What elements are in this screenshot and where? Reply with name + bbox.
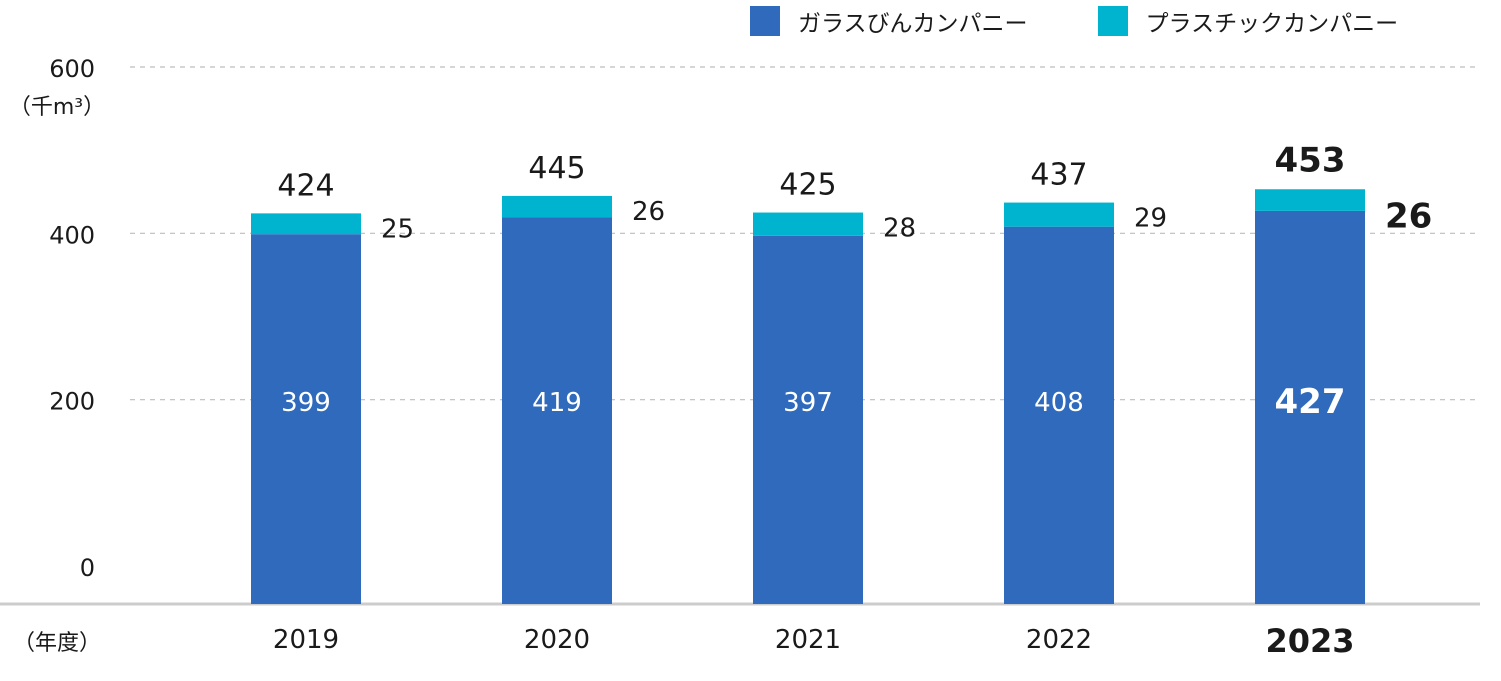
bar-glass-2021 [753, 235, 863, 604]
bar-glass-2020 [502, 217, 612, 604]
data-label-plastic-2022: 29 [1134, 204, 1167, 234]
data-label-glass-2021: 397 [783, 388, 833, 418]
data-label-glass-2020: 419 [532, 388, 582, 418]
x-tick-label-2020: 2020 [524, 625, 590, 655]
x-tick-label-2023: 2023 [1265, 622, 1354, 660]
data-label-glass-2023: 427 [1275, 382, 1346, 422]
x-tick-label-2019: 2019 [273, 625, 339, 655]
y-tick-label-200: 200 [49, 388, 95, 416]
bar-glass-2022 [1004, 226, 1114, 604]
data-label-total-2019: 424 [277, 168, 334, 203]
data-label-total-2020: 445 [528, 151, 585, 186]
x-tick-label-2021: 2021 [775, 625, 841, 655]
bar-plastic-2019 [251, 213, 361, 235]
bar-layer [251, 189, 1365, 605]
bar-plastic-2020 [502, 195, 612, 218]
axis-layer: 0 200 400 600 （千m³） （年度） [0, 55, 1480, 656]
data-label-plastic-2019: 25 [381, 214, 414, 244]
bar-glass-2023 [1255, 210, 1365, 604]
data-label-total-2021: 425 [779, 168, 836, 203]
data-label-plastic-2020: 26 [632, 197, 665, 227]
label-layer: 399 25 424 2019 419 26 445 2020 397 28 425 2021 408 2… [273, 140, 1432, 660]
bar-plastic-2023 [1255, 189, 1365, 211]
legend-item-glass: ガラスびんカンパニー [750, 4, 1028, 38]
data-label-glass-2019: 399 [281, 388, 331, 418]
bar-plastic-2022 [1004, 202, 1114, 227]
data-label-glass-2022: 408 [1034, 388, 1084, 418]
x-tick-label-2022: 2022 [1026, 625, 1092, 655]
legend-item-plastic: プラスチックカンパニー [1097, 4, 1399, 38]
data-label-plastic-2021: 28 [883, 214, 916, 244]
y-tick-label-0: 0 [80, 554, 95, 582]
legend-label-plastic: プラスチックカンパニー [1145, 11, 1399, 37]
y-tick-label-400: 400 [49, 221, 95, 249]
bar-plastic-2021 [753, 212, 863, 236]
data-label-total-2023: 453 [1275, 140, 1346, 180]
legend-label-glass: ガラスびんカンパニー [798, 11, 1028, 37]
data-label-plastic-2023: 26 [1385, 196, 1432, 236]
legend-swatch-glass [750, 6, 780, 36]
legend-swatch-plastic [1097, 6, 1128, 36]
legend: ガラスびんカンパニー プラスチックカンパニー [750, 4, 1468, 38]
x-axis-label: （年度） [13, 631, 101, 656]
data-label-total-2022: 437 [1030, 158, 1087, 193]
bar-glass-2019 [251, 234, 361, 605]
y-axis-label: （千m³） [9, 95, 105, 120]
y-tick-label-600: 600 [49, 55, 95, 83]
